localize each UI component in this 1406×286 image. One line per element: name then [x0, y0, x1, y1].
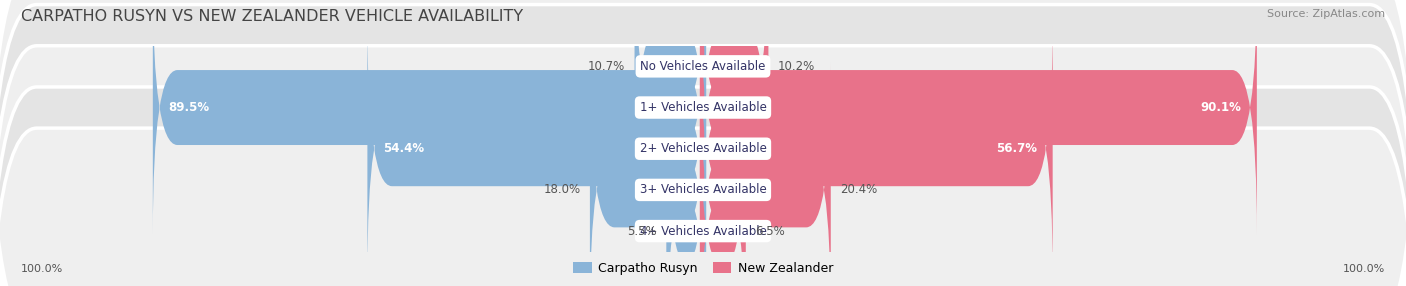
Text: 89.5%: 89.5%: [169, 101, 209, 114]
FancyBboxPatch shape: [666, 104, 706, 286]
FancyBboxPatch shape: [700, 104, 745, 286]
Text: 1+ Vehicles Available: 1+ Vehicles Available: [640, 101, 766, 114]
Text: 2+ Vehicles Available: 2+ Vehicles Available: [640, 142, 766, 155]
Text: 10.2%: 10.2%: [778, 60, 815, 73]
Text: 54.4%: 54.4%: [382, 142, 423, 155]
Text: No Vehicles Available: No Vehicles Available: [640, 60, 766, 73]
FancyBboxPatch shape: [591, 63, 706, 286]
Text: Source: ZipAtlas.com: Source: ZipAtlas.com: [1267, 9, 1385, 19]
FancyBboxPatch shape: [367, 21, 706, 276]
Text: 6.5%: 6.5%: [755, 225, 785, 238]
Text: CARPATHO RUSYN VS NEW ZEALANDER VEHICLE AVAILABILITY: CARPATHO RUSYN VS NEW ZEALANDER VEHICLE …: [21, 9, 523, 23]
Text: 18.0%: 18.0%: [544, 183, 581, 196]
Text: 4+ Vehicles Available: 4+ Vehicles Available: [640, 225, 766, 238]
FancyBboxPatch shape: [700, 0, 1257, 235]
FancyBboxPatch shape: [153, 0, 706, 235]
FancyBboxPatch shape: [700, 0, 769, 194]
Text: 3+ Vehicles Available: 3+ Vehicles Available: [640, 183, 766, 196]
Text: 90.1%: 90.1%: [1201, 101, 1241, 114]
Text: 100.0%: 100.0%: [21, 264, 63, 274]
FancyBboxPatch shape: [634, 0, 706, 194]
Text: 5.5%: 5.5%: [627, 225, 657, 238]
FancyBboxPatch shape: [700, 63, 831, 286]
Text: 10.7%: 10.7%: [588, 60, 626, 73]
FancyBboxPatch shape: [0, 5, 1406, 286]
Text: 20.4%: 20.4%: [839, 183, 877, 196]
Text: 100.0%: 100.0%: [1343, 264, 1385, 274]
FancyBboxPatch shape: [700, 21, 1053, 276]
Legend: Carpatho Rusyn, New Zealander: Carpatho Rusyn, New Zealander: [568, 257, 838, 280]
Text: 56.7%: 56.7%: [997, 142, 1038, 155]
